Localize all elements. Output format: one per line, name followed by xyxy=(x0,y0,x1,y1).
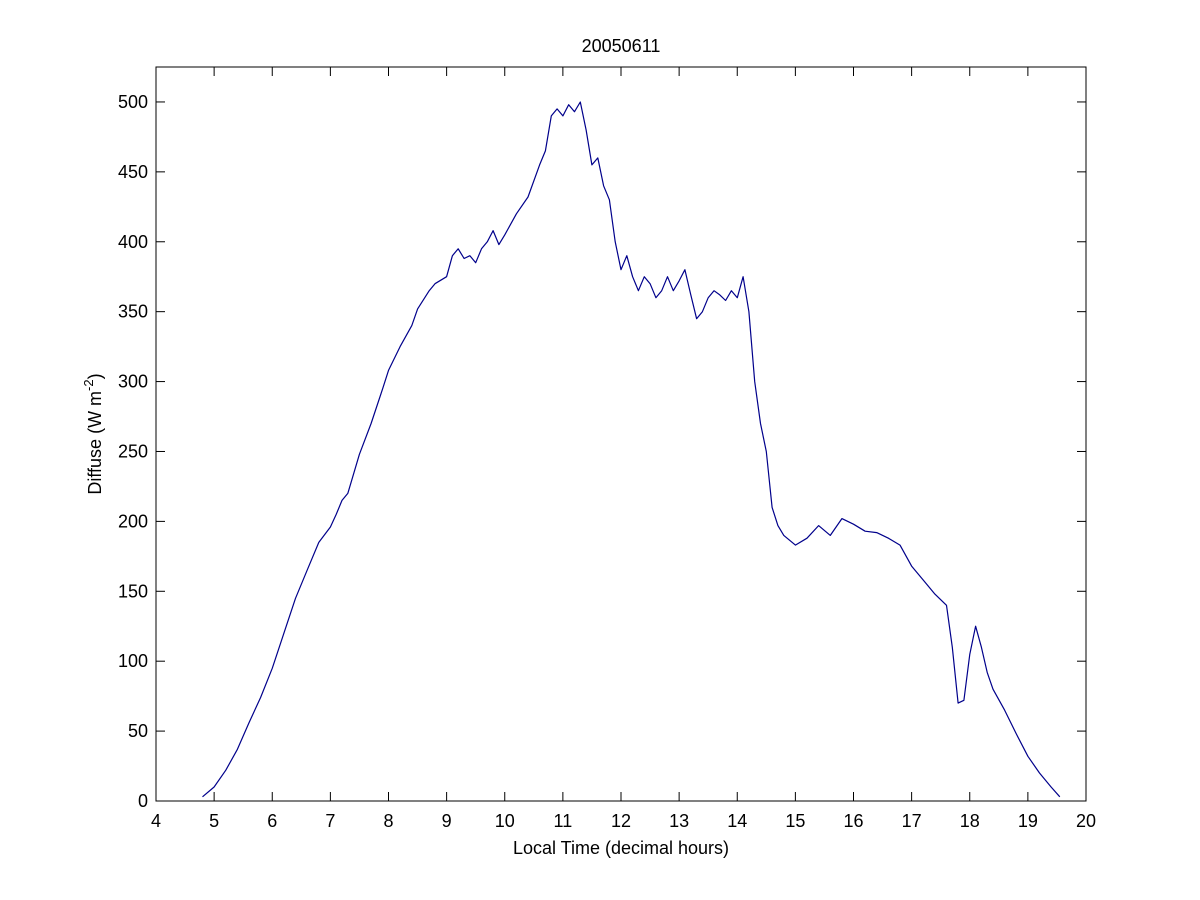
x-tick-label: 4 xyxy=(151,811,161,831)
x-tick-label: 11 xyxy=(554,811,573,831)
y-axis-title-superscript: -2 xyxy=(81,379,96,391)
x-axis-ticks: 4 5 6 7 8 9 10 11 12 13 14 15 16 17 18 19 20 xyxy=(151,67,1096,831)
x-tick-label: 14 xyxy=(727,811,747,831)
plot-area xyxy=(156,67,1086,801)
x-tick-label: 7 xyxy=(325,811,335,831)
x-tick-label: 5 xyxy=(209,811,219,831)
x-tick-label: 8 xyxy=(383,811,393,831)
y-tick-label: 450 xyxy=(118,162,148,182)
y-tick-label: 350 xyxy=(118,302,148,322)
x-tick-label: 9 xyxy=(442,811,452,831)
x-tick-label: 13 xyxy=(669,811,689,831)
x-tick-label: 15 xyxy=(785,811,805,831)
x-tick-label: 16 xyxy=(843,811,863,831)
y-axis-ticks: 0 50 100 150 200 250 300 350 400 450 500 xyxy=(118,92,1086,811)
chart-title: 20050611 xyxy=(582,36,661,56)
y-tick-label: 400 xyxy=(118,232,148,252)
x-tick-label: 20 xyxy=(1076,811,1096,831)
x-tick-label: 10 xyxy=(495,811,515,831)
y-tick-label: 250 xyxy=(118,441,148,461)
series-line-diffuse xyxy=(202,101,1061,798)
x-tick-label: 19 xyxy=(1018,811,1038,831)
y-tick-label: 0 xyxy=(138,791,148,811)
y-tick-label: 300 xyxy=(118,372,148,392)
y-axis-title-base: Diffuse (W m xyxy=(85,391,105,495)
x-axis-title: Local Time (decimal hours) xyxy=(513,838,729,858)
y-tick-label: 200 xyxy=(118,511,148,531)
x-tick-label: 18 xyxy=(960,811,980,831)
x-tick-label: 17 xyxy=(902,811,922,831)
y-axis-title-close: ) xyxy=(85,373,105,379)
series-layer xyxy=(202,101,1061,798)
y-axis-title: Diffuse (W m-2) xyxy=(81,373,105,494)
x-tick-label: 6 xyxy=(267,811,277,831)
y-tick-label: 500 xyxy=(118,92,148,112)
y-tick-label: 100 xyxy=(118,651,148,671)
y-tick-label: 50 xyxy=(128,721,148,741)
x-tick-label: 12 xyxy=(611,811,631,831)
y-tick-label: 150 xyxy=(118,581,148,601)
